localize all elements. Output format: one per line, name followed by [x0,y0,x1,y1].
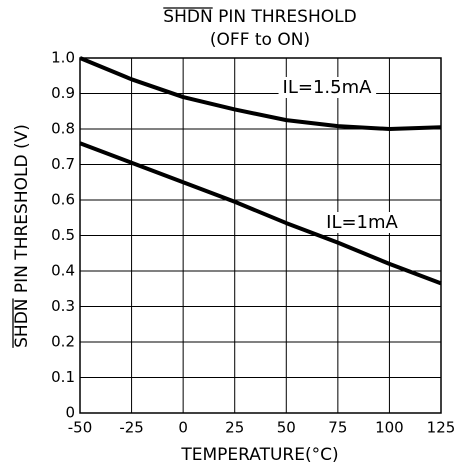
series-line [79,141,442,286]
series-label: IL=1mA [326,212,398,233]
x-tick-label: 125 [427,419,456,437]
chart-title: SHDN PIN THRESHOLD [163,7,356,27]
y-tick-label: 0.8 [51,120,75,138]
y-tick-label: 0.7 [51,155,75,173]
x-axis-label: TEMPERATURE(°C) [180,445,338,465]
label-background [278,77,377,98]
y-tick-label: 0.1 [51,368,75,386]
series-label: IL=1.5mA [283,77,373,98]
plot-frame [79,57,442,414]
x-tick-label: -25 [119,419,144,437]
chart-subtitle: (OFF to ON) [210,30,310,50]
x-tick-label: 0 [178,419,188,437]
x-tick-label: 75 [328,419,347,437]
label-background [322,212,403,233]
y-tick-label: 1.0 [51,49,75,67]
y-axis-label: SHDN PIN THRESHOLD (V) [12,124,32,348]
x-tick-label: 100 [375,419,404,437]
x-tick-label: 25 [225,419,244,437]
y-tick-label: 0.2 [51,333,75,351]
y-tick-label: 0.9 [51,84,75,102]
series-label-group: IL=1.5mA [278,77,377,98]
y-tick-label: 0.4 [51,262,75,280]
series-label-group: IL=1mA [322,212,403,233]
y-tick-label: 0 [65,404,75,422]
x-tick-label: -50 [68,419,93,437]
y-tick-label: 0.3 [51,297,75,315]
y-tick-label: 0.6 [51,191,75,209]
x-tick-label: 50 [277,419,296,437]
y-tick-label: 0.5 [51,226,75,244]
series-line [79,56,442,131]
